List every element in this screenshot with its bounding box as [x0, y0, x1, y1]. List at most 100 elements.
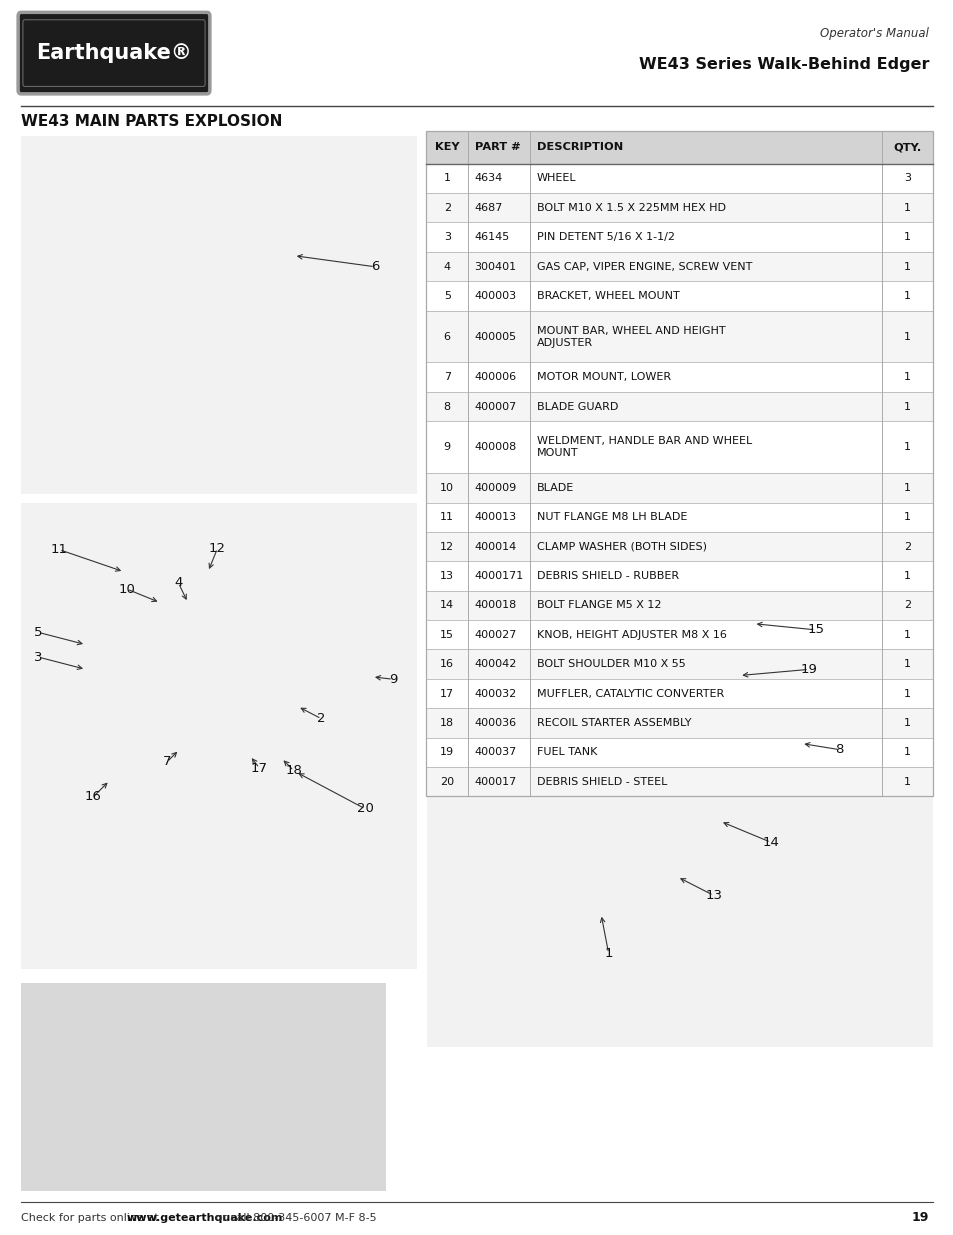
- Text: DEBRIS SHIELD - STEEL: DEBRIS SHIELD - STEEL: [537, 777, 667, 787]
- Text: BLADE GUARD: BLADE GUARD: [537, 401, 618, 411]
- Text: www.getearthquake.com: www.getearthquake.com: [126, 1213, 282, 1223]
- Text: 14: 14: [761, 836, 779, 848]
- Text: 13: 13: [439, 571, 454, 580]
- Text: 5: 5: [443, 291, 450, 301]
- Bar: [426, 131, 932, 797]
- Text: 6: 6: [371, 261, 378, 273]
- Text: 1: 1: [903, 777, 910, 787]
- Text: 4634: 4634: [475, 173, 502, 183]
- Text: 1: 1: [443, 173, 450, 183]
- Text: Earthquake®: Earthquake®: [36, 43, 192, 63]
- Text: 12: 12: [209, 542, 226, 555]
- Text: or call 800-345-6007 M-F 8-5: or call 800-345-6007 M-F 8-5: [212, 1213, 375, 1223]
- Bar: [426, 282, 932, 311]
- Text: 400036: 400036: [475, 718, 517, 727]
- Text: 19: 19: [911, 1212, 928, 1224]
- Text: 19: 19: [800, 663, 817, 676]
- Text: 1: 1: [903, 232, 910, 242]
- Text: 4: 4: [174, 577, 182, 589]
- Text: 14: 14: [439, 600, 454, 610]
- Text: 1: 1: [903, 513, 910, 522]
- Text: 4687: 4687: [475, 203, 502, 212]
- Text: QTY.: QTY.: [893, 142, 921, 152]
- Text: 1: 1: [903, 203, 910, 212]
- Text: 400027: 400027: [475, 630, 517, 640]
- Text: 400009: 400009: [475, 483, 517, 493]
- Bar: [426, 590, 932, 620]
- Text: RECOIL STARTER ASSEMBLY: RECOIL STARTER ASSEMBLY: [537, 718, 691, 727]
- Bar: [426, 650, 932, 679]
- Bar: [426, 532, 932, 562]
- Text: 1: 1: [903, 442, 910, 452]
- Text: FUEL TANK: FUEL TANK: [537, 747, 597, 757]
- Text: BOLT M10 X 1.5 X 225MM HEX HD: BOLT M10 X 1.5 X 225MM HEX HD: [537, 203, 725, 212]
- Bar: [426, 164, 932, 193]
- Text: 7: 7: [163, 756, 171, 768]
- Text: 11: 11: [51, 543, 68, 556]
- Bar: [426, 222, 932, 252]
- Text: 400007: 400007: [475, 401, 517, 411]
- Text: 400032: 400032: [475, 689, 517, 699]
- Text: 4: 4: [443, 262, 451, 272]
- Text: 13: 13: [704, 889, 721, 902]
- Text: 1: 1: [903, 372, 910, 382]
- Text: 1: 1: [903, 659, 910, 669]
- Text: BRACKET, WHEEL MOUNT: BRACKET, WHEEL MOUNT: [537, 291, 679, 301]
- Bar: [426, 709, 932, 737]
- Text: WE43 Series Walk-Behind Edger: WE43 Series Walk-Behind Edger: [638, 57, 928, 72]
- Bar: [426, 620, 932, 650]
- Bar: [426, 562, 932, 590]
- Text: BLADE: BLADE: [537, 483, 574, 493]
- Text: CLAMP WASHER (BOTH SIDES): CLAMP WASHER (BOTH SIDES): [537, 542, 706, 552]
- Text: 400003: 400003: [475, 291, 517, 301]
- Text: 300401: 300401: [475, 262, 517, 272]
- Text: 16: 16: [85, 790, 102, 803]
- Text: 5: 5: [34, 626, 42, 638]
- Bar: [426, 311, 932, 363]
- Text: WHEEL: WHEEL: [537, 173, 576, 183]
- Text: NUT FLANGE M8 LH BLADE: NUT FLANGE M8 LH BLADE: [537, 513, 686, 522]
- Text: 8: 8: [835, 743, 842, 756]
- Bar: [426, 767, 932, 797]
- Text: 1: 1: [903, 630, 910, 640]
- Text: 16: 16: [439, 659, 454, 669]
- Text: 3: 3: [34, 651, 42, 663]
- Text: 400013: 400013: [475, 513, 517, 522]
- Text: 1: 1: [903, 718, 910, 727]
- Text: 9: 9: [389, 673, 396, 685]
- Bar: [426, 391, 932, 421]
- Text: 1: 1: [903, 291, 910, 301]
- Text: 2: 2: [903, 600, 910, 610]
- Text: 1: 1: [903, 401, 910, 411]
- Text: WE43 MAIN PARTS EXPLOSION: WE43 MAIN PARTS EXPLOSION: [21, 114, 282, 128]
- Text: MOUNT BAR, WHEEL AND HEIGHT
ADJUSTER: MOUNT BAR, WHEEL AND HEIGHT ADJUSTER: [537, 326, 725, 347]
- Bar: [21, 503, 416, 969]
- Bar: [427, 568, 932, 1047]
- Text: 2: 2: [443, 203, 451, 212]
- Text: 3: 3: [903, 173, 910, 183]
- Text: 2: 2: [317, 713, 325, 725]
- Text: 1: 1: [903, 331, 910, 342]
- Bar: [426, 737, 932, 767]
- Bar: [426, 679, 932, 709]
- Text: 1: 1: [903, 483, 910, 493]
- Text: 12: 12: [439, 542, 454, 552]
- Text: 400037: 400037: [475, 747, 517, 757]
- Text: 15: 15: [806, 624, 823, 636]
- Text: PART #: PART #: [475, 142, 519, 152]
- Text: 7: 7: [443, 372, 451, 382]
- FancyBboxPatch shape: [18, 12, 210, 94]
- Text: 18: 18: [285, 764, 302, 777]
- Bar: [21, 136, 416, 494]
- Text: 15: 15: [439, 630, 454, 640]
- Text: 3: 3: [443, 232, 450, 242]
- Bar: [426, 421, 932, 473]
- Text: 20: 20: [356, 803, 374, 815]
- Text: 400005: 400005: [475, 331, 517, 342]
- Bar: [21, 983, 386, 1191]
- Text: Operator's Manual: Operator's Manual: [820, 27, 928, 40]
- Text: GAS CAP, VIPER ENGINE, SCREW VENT: GAS CAP, VIPER ENGINE, SCREW VENT: [537, 262, 752, 272]
- Text: WELDMENT, HANDLE BAR AND WHEEL
MOUNT: WELDMENT, HANDLE BAR AND WHEEL MOUNT: [537, 436, 751, 458]
- Text: 18: 18: [439, 718, 454, 727]
- Text: 1: 1: [903, 571, 910, 580]
